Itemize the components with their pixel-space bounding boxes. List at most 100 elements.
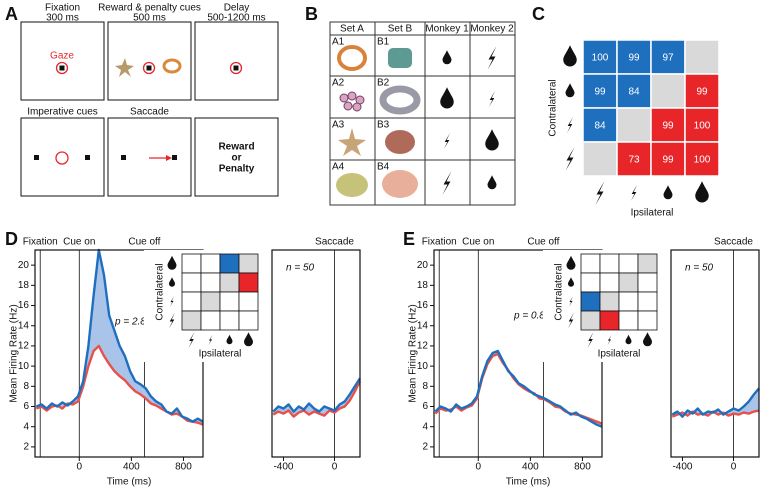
x-tick-label: 0: [475, 462, 481, 473]
choice-value: 99: [696, 87, 708, 98]
x-axis-title: Time (ms): [506, 477, 551, 488]
y-tick-label: 6: [422, 401, 428, 412]
choice-cell: [685, 40, 719, 74]
inset-cell: [619, 292, 638, 311]
epoch-title: Saccade: [130, 107, 169, 118]
inset-cell: [220, 311, 239, 330]
inset-cell: [239, 273, 258, 292]
choice-value: 100: [694, 121, 711, 132]
inset-cell: [581, 311, 600, 330]
outcome-text: Reward: [218, 142, 254, 153]
y-tick-label: 2: [23, 442, 29, 453]
y-tick-label: 6: [23, 401, 29, 412]
inset-cell: [182, 273, 201, 292]
table-header: Monkey 2: [470, 24, 514, 35]
inset-cell: [638, 254, 657, 273]
stimulus-image: [336, 173, 368, 197]
target: [85, 155, 90, 160]
stimulus-id: B4: [377, 162, 390, 173]
event-label: Fixation: [422, 237, 457, 248]
inset-cell: [581, 254, 600, 273]
inset-cell: [239, 311, 258, 330]
x-tick-label: -400: [672, 462, 692, 473]
table-header: Set A: [340, 24, 364, 35]
inset-cell: [619, 311, 638, 330]
inset-cell: [182, 311, 201, 330]
epoch-duration: 300 ms: [46, 13, 79, 24]
stimulus-image: [388, 48, 412, 68]
sample-size: n = 50: [685, 263, 714, 274]
inset-cell: [239, 254, 258, 273]
y-tick-label: 4: [422, 421, 428, 432]
y-tick-label: 4: [23, 421, 29, 432]
outcome-text: or: [232, 153, 242, 164]
stimulus-id: B3: [377, 120, 390, 131]
stimulus-image: [348, 92, 356, 100]
choice-value: 100: [694, 155, 711, 166]
inset-cell: [638, 311, 657, 330]
y-axis-title: Mean Firing Rate (Hz): [9, 304, 20, 402]
inset-cell: [638, 273, 657, 292]
inset-cell: [600, 254, 619, 273]
choice-value: 99: [662, 121, 674, 132]
epoch-duration: 500 ms: [133, 13, 166, 24]
sample-size: n = 50: [286, 263, 315, 274]
target: [172, 155, 177, 160]
event-label: Saccade: [315, 237, 354, 248]
y-tick-label: 20: [18, 260, 30, 271]
target: [34, 155, 39, 160]
x-tick-label: 0: [76, 462, 82, 473]
inset-cell: [581, 273, 600, 292]
choice-cell: [617, 108, 651, 142]
fixation-point: [234, 66, 239, 71]
x-tick-label: 400: [522, 462, 539, 473]
table-header: Monkey 1: [425, 24, 469, 35]
outcome-text: Penalty: [219, 164, 255, 175]
choice-cell: [651, 74, 685, 108]
stimulus-id: A4: [332, 162, 345, 173]
inset-cell: [600, 273, 619, 292]
stimulus-image: [344, 102, 352, 110]
choice-value: 84: [594, 121, 606, 132]
y-tick-label: 18: [417, 280, 429, 291]
panel-label: D: [5, 229, 18, 249]
choice-value: 73: [628, 155, 640, 166]
panel-label: A: [5, 4, 18, 24]
stimulus-image: [385, 130, 415, 154]
inset-cell: [182, 254, 201, 273]
y-axis-title: Mean Firing Rate (Hz): [408, 304, 419, 402]
inset-cell: [619, 254, 638, 273]
inset-cell: [220, 254, 239, 273]
x-tick-label: 0: [332, 462, 338, 473]
table-header: Set B: [388, 24, 413, 35]
choice-value: 100: [592, 53, 609, 64]
choice-value: 99: [594, 87, 606, 98]
inset-cell: [239, 292, 258, 311]
inset-cell: [201, 273, 220, 292]
y-tick-label: 20: [417, 260, 429, 271]
inset-cell: [201, 311, 220, 330]
inset-cell: [600, 311, 619, 330]
choice-value: 97: [662, 53, 674, 64]
panel-label: B: [305, 4, 318, 24]
inset-axis-title: Ipsilateral: [199, 349, 242, 360]
event-label: Cue off: [128, 237, 160, 248]
stimulus-image: [340, 94, 348, 102]
event-label: Saccade: [714, 237, 753, 248]
inset-cell: [201, 292, 220, 311]
choice-value: 99: [628, 53, 640, 64]
stimulus-image: [353, 103, 361, 111]
y-tick-label: 8: [422, 381, 428, 392]
x-tick-label: 800: [175, 462, 192, 473]
axis-title: Contralateral: [548, 79, 559, 136]
choice-cell: [583, 142, 617, 176]
stimulus-id: B1: [377, 37, 390, 48]
stimulus-id: A3: [332, 120, 345, 131]
x-axis-title: Time (ms): [107, 477, 152, 488]
inset-cell: [201, 254, 220, 273]
stimulus-id: A2: [332, 78, 345, 89]
y-tick-label: 2: [422, 442, 428, 453]
stimulus-id: B2: [377, 78, 390, 89]
inset-cell: [581, 292, 600, 311]
